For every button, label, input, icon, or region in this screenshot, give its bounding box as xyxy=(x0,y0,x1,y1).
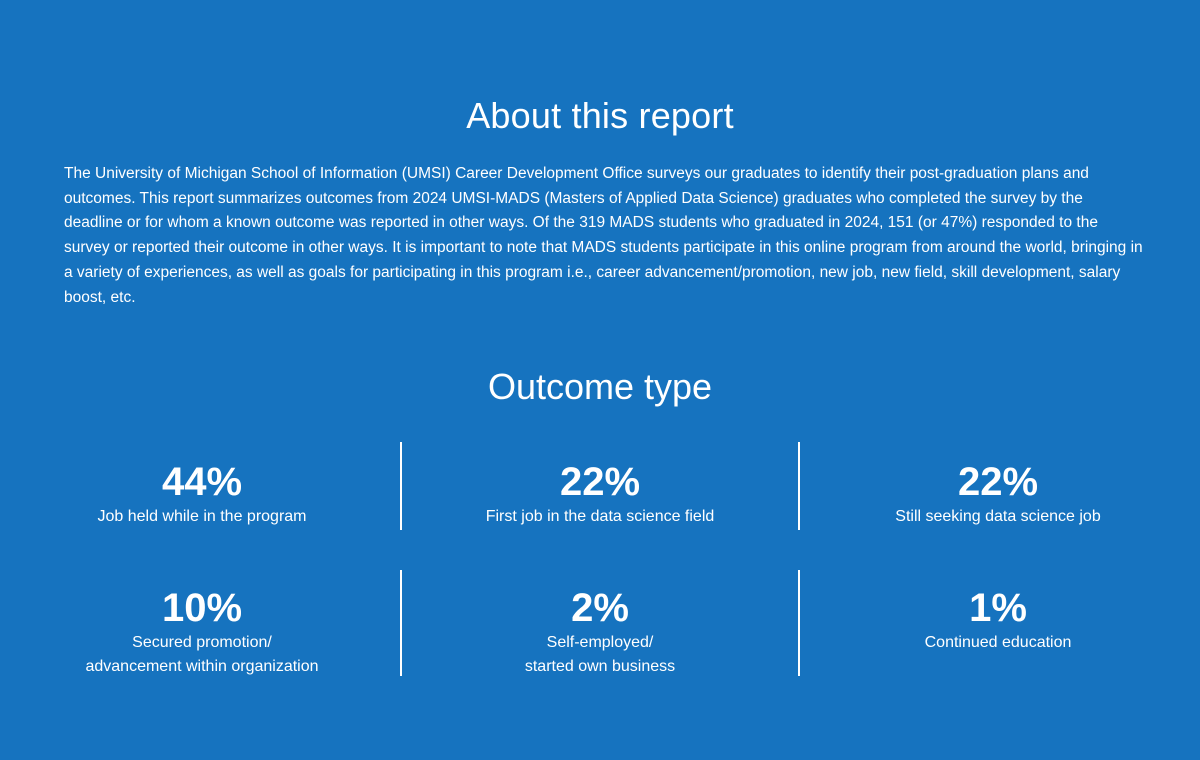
outcome-label: Secured promotion/ advancement within or… xyxy=(85,634,319,675)
outcome-stat-job-held: 44% Job held while in the program xyxy=(4,442,400,530)
outcome-percent: 1% xyxy=(969,586,1027,630)
outcome-grid: 44% Job held while in the program 22% Fi… xyxy=(4,442,1196,676)
outcome-heading: Outcome type xyxy=(487,366,713,407)
outcome-label: Self-employed/ started own business xyxy=(524,634,676,675)
outcome-percent: 44% xyxy=(161,460,243,504)
outcome-row-1: 44% Job held while in the program 22% Fi… xyxy=(4,442,1196,530)
outcome-stat-self-employed: 2% Self-employed/ started own business xyxy=(400,570,798,676)
outcome-percent: 22% xyxy=(957,460,1039,504)
outcome-label: Still seeking data science job xyxy=(895,508,1101,525)
outcome-stat-first-job: 22% First job in the data science field xyxy=(400,442,798,530)
outcome-label: Continued education xyxy=(924,634,1072,651)
outcome-label: Job held while in the program xyxy=(97,508,307,525)
outcome-percent: 10% xyxy=(161,586,243,630)
outcome-stat-promotion: 10% Secured promotion/ advancement withi… xyxy=(4,570,400,676)
outcome-stat-still-seeking: 22% Still seeking data science job xyxy=(798,442,1196,530)
outcome-percent: 22% xyxy=(559,460,641,504)
outcome-stat-continued-education: 1% Continued education xyxy=(798,570,1196,676)
outcome-label: First job in the data science field xyxy=(485,508,715,525)
about-paragraph: The University of Michigan School of Inf… xyxy=(64,165,1143,306)
about-heading: About this report xyxy=(466,95,734,136)
outcome-percent: 2% xyxy=(571,586,629,630)
outcome-row-2: 10% Secured promotion/ advancement withi… xyxy=(4,570,1196,676)
